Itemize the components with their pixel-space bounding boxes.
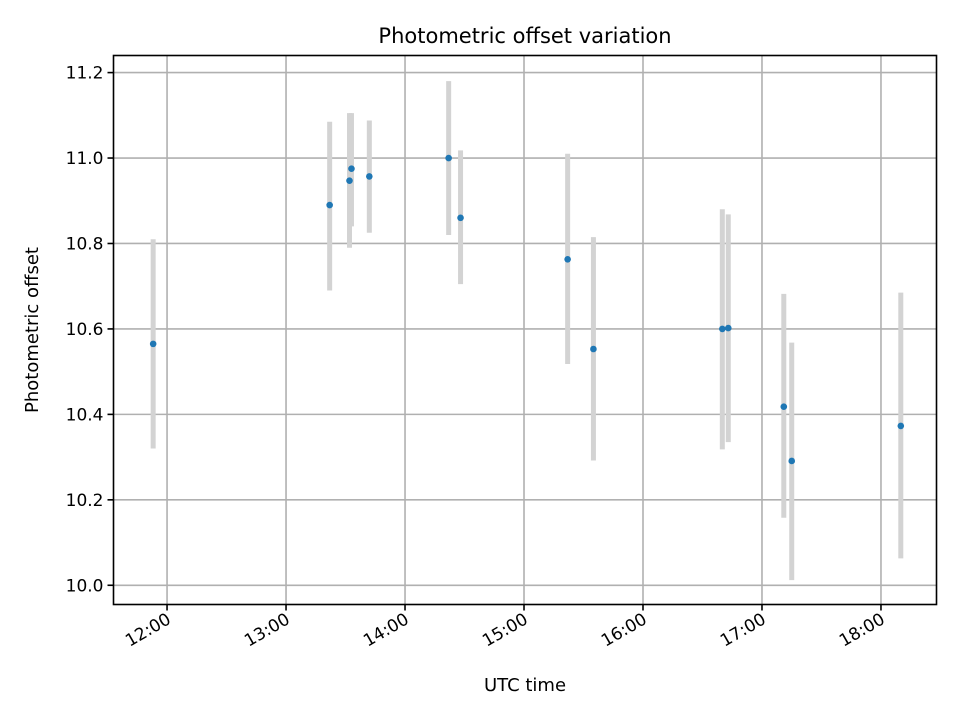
y-axis-label: Photometric offset [22,247,43,413]
data-point [366,173,373,180]
y-tick-label: 10.6 [66,320,104,340]
data-point [457,214,464,222]
data-point [719,325,726,333]
y-axis-ticks: 10.0 10.2 10.4 10.6 10.8 11.0 11.2 [66,64,114,596]
x-tick-label: 14:00 [360,610,412,652]
data-point [346,177,353,184]
data-point [780,403,788,410]
data-point [445,154,452,162]
y-tick-label: 10.2 [66,491,104,511]
y-tick-label: 11.0 [66,149,104,169]
y-tick-label: 10.0 [66,576,104,596]
error-bars [150,81,904,581]
grid [113,55,937,605]
x-axis-ticks: 12:00 13:00 14:00 15:00 16:00 17:00 18:00 [122,604,888,652]
data-point [724,324,732,332]
y-tick-label: 10.4 [66,405,104,425]
y-tick-label: 11.2 [66,64,104,84]
x-tick-label: 12:00 [122,610,174,652]
data-point [897,422,905,430]
data-point [788,457,796,465]
x-tick-label: 18:00 [836,610,888,652]
data-point [590,345,597,353]
x-tick-label: 13:00 [241,610,293,652]
data-point [149,340,157,348]
data-point [348,165,355,173]
x-axis-label: UTC time [484,675,566,696]
x-tick-label: 17:00 [717,610,769,652]
data-point [564,255,571,263]
chart-title: Photometric offset variation [378,24,671,48]
plot-frame [112,54,938,606]
data-points [149,154,905,465]
y-tick-label: 10.8 [66,234,104,254]
x-tick-label: 15:00 [479,610,531,652]
x-tick-label: 16:00 [598,610,650,652]
data-point [326,201,333,209]
